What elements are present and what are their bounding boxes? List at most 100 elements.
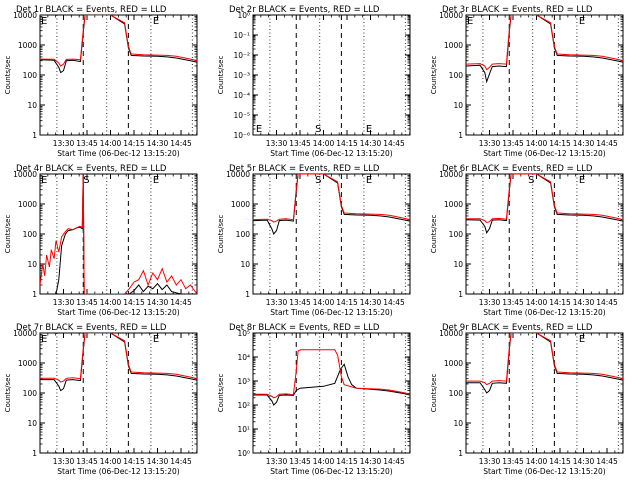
series-line-lld bbox=[466, 15, 623, 71]
x-tick-label: 14:45 bbox=[170, 298, 192, 307]
series-line-lld bbox=[253, 174, 410, 223]
plot-frame bbox=[252, 332, 411, 454]
x-tick-label: 14:30 bbox=[360, 298, 382, 307]
chart-title: Det 5r BLACK = Events, RED = LLD bbox=[229, 164, 380, 174]
panel-det4r: Det 4r BLACK = Events, RED = LLD 1 10 100 10… bbox=[4, 164, 198, 317]
flag-label: E bbox=[41, 334, 47, 345]
panel-det2r: Det 2r BLACK = Events, RED = LLD 10⁻⁶ 10⁻⁵… bbox=[217, 5, 411, 158]
x-tick-label: 14:30 bbox=[147, 457, 169, 466]
series-line-events bbox=[40, 333, 197, 392]
y-tick-label: 10 bbox=[27, 419, 37, 428]
x-tick-label: 13:30 bbox=[479, 298, 501, 307]
chart-title: Det 2r BLACK = Events, RED = LLD bbox=[229, 5, 380, 15]
series-line-events bbox=[466, 333, 623, 394]
y-tick-label: 10000 bbox=[439, 11, 463, 20]
flag-label: S bbox=[315, 175, 321, 186]
x-tick-label: 14:00 bbox=[526, 457, 548, 466]
flag-label: E bbox=[366, 175, 372, 186]
flag-label: E bbox=[153, 16, 159, 27]
x-tick-label: 14:45 bbox=[383, 139, 405, 148]
x-tick-label: 14:15 bbox=[336, 139, 358, 148]
y-tick-label: 1 bbox=[245, 290, 250, 299]
plot-frame bbox=[465, 332, 624, 454]
x-tick-label: 14:00 bbox=[313, 139, 335, 148]
chart-title: Det 6r BLACK = Events, RED = LLD bbox=[442, 164, 593, 174]
y-tick-label: 10 bbox=[453, 419, 463, 428]
y-tick-label: 100 bbox=[23, 230, 38, 239]
flag-label: E bbox=[41, 16, 47, 27]
x-tick-label: 14:15 bbox=[123, 298, 145, 307]
y-tick-label: 10⁻⁵ bbox=[233, 111, 250, 120]
y-axis-label: Counts/sec bbox=[4, 374, 12, 413]
x-tick-label: 14:30 bbox=[147, 298, 169, 307]
x-tick-label: 14:30 bbox=[573, 298, 595, 307]
series-line-events bbox=[466, 174, 623, 234]
flag-label: E bbox=[366, 124, 372, 135]
y-tick-label: 100 bbox=[236, 230, 251, 239]
flag-label: S bbox=[528, 175, 534, 186]
y-axis-label: Counts/sec bbox=[430, 56, 438, 95]
y-tick-label: 10⁰ bbox=[237, 11, 250, 20]
y-tick-label: 10⁻⁴ bbox=[233, 91, 250, 100]
y-tick-label: 10000 bbox=[13, 170, 37, 179]
x-tick-label: 13:30 bbox=[266, 298, 288, 307]
x-tick-label: 14:45 bbox=[596, 139, 618, 148]
x-tick-label: 14:15 bbox=[549, 298, 571, 307]
y-tick-label: 10⁵ bbox=[237, 329, 250, 338]
panel-det9r: Det 9r BLACK = Events, RED = LLD 1 10 100 10… bbox=[430, 323, 624, 476]
x-tick-label: 14:45 bbox=[383, 298, 405, 307]
flag-label: E bbox=[153, 334, 159, 345]
y-tick-label: 10000 bbox=[13, 329, 37, 338]
y-tick-label: 10¹ bbox=[237, 425, 250, 434]
y-tick-label: 100 bbox=[23, 71, 38, 80]
y-tick-label: 1000 bbox=[231, 200, 250, 209]
y-tick-label: 10⁰ bbox=[237, 449, 250, 458]
series-line-lld bbox=[466, 333, 623, 386]
x-axis-label: Start Time (06-Dec-12 13:15:20) bbox=[270, 149, 392, 158]
y-tick-label: 1 bbox=[458, 449, 463, 458]
x-tick-label: 14:45 bbox=[170, 139, 192, 148]
y-tick-label: 10000 bbox=[439, 170, 463, 179]
flag-label: E bbox=[579, 175, 585, 186]
series-line-events bbox=[40, 15, 197, 74]
y-tick-label: 1000 bbox=[18, 359, 37, 368]
series-line-events bbox=[253, 174, 410, 235]
x-axis-label: Start Time (06-Dec-12 13:15:20) bbox=[270, 308, 392, 317]
x-tick-label: 14:15 bbox=[549, 457, 571, 466]
flag-label: E bbox=[467, 16, 473, 27]
y-tick-label: 10000 bbox=[13, 11, 37, 20]
panel-det7r: Det 7r BLACK = Events, RED = LLD 1 10 100 10… bbox=[4, 323, 198, 476]
x-axis-label: Start Time (06-Dec-12 13:15:20) bbox=[57, 308, 179, 317]
y-axis-label: Counts/sec bbox=[217, 215, 225, 254]
x-tick-label: 14:00 bbox=[313, 457, 335, 466]
x-tick-label: 14:30 bbox=[360, 457, 382, 466]
y-tick-label: 1 bbox=[32, 290, 37, 299]
x-axis-label: Start Time (06-Dec-12 13:15:20) bbox=[483, 467, 605, 476]
x-tick-label: 14:00 bbox=[100, 139, 122, 148]
x-tick-label: 14:00 bbox=[526, 139, 548, 148]
flag-label: E bbox=[153, 175, 159, 186]
y-axis-label: Counts/sec bbox=[430, 215, 438, 254]
x-tick-label: 13:45 bbox=[289, 139, 311, 148]
panel-det1r: Det 1r BLACK = Events, RED = LLD 1 10 100 10… bbox=[4, 5, 198, 158]
y-tick-label: 1 bbox=[458, 131, 463, 140]
x-tick-label: 13:30 bbox=[266, 139, 288, 148]
x-tick-label: 14:00 bbox=[526, 298, 548, 307]
y-axis-label: Counts/sec bbox=[217, 56, 225, 95]
y-tick-label: 10⁻² bbox=[233, 51, 250, 60]
flag-label: E bbox=[579, 16, 585, 27]
chart-title: Det 8r BLACK = Events, RED = LLD bbox=[229, 323, 380, 333]
y-tick-label: 1000 bbox=[444, 359, 463, 368]
panel-det5r: Det 5r BLACK = Events, RED = LLD 1 10 100 10… bbox=[217, 164, 411, 317]
x-tick-label: 14:30 bbox=[360, 139, 382, 148]
y-tick-label: 10000 bbox=[226, 170, 250, 179]
x-tick-label: 14:00 bbox=[313, 298, 335, 307]
x-tick-label: 13:45 bbox=[502, 457, 524, 466]
x-tick-label: 13:45 bbox=[76, 457, 98, 466]
x-tick-label: 14:15 bbox=[549, 139, 571, 148]
panel-det8r: Det 8r BLACK = Events, RED = LLD 10⁰ 10¹ 10… bbox=[217, 323, 411, 476]
series-line-events bbox=[40, 174, 197, 294]
x-tick-label: 13:45 bbox=[502, 139, 524, 148]
x-tick-label: 13:30 bbox=[53, 457, 75, 466]
